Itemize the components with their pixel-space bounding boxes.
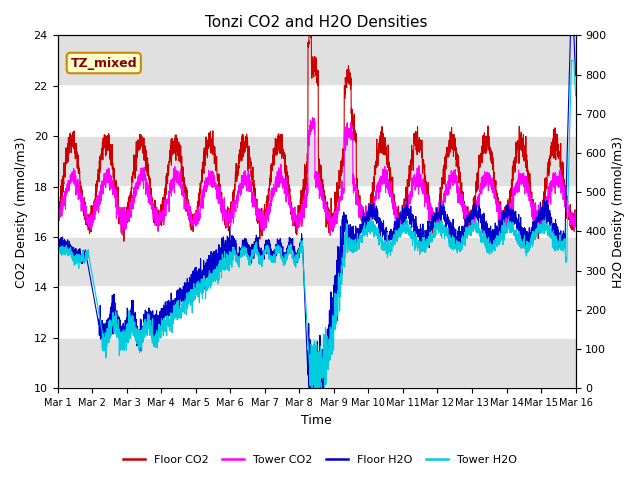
- Text: TZ_mixed: TZ_mixed: [70, 57, 137, 70]
- Y-axis label: CO2 Density (mmol/m3): CO2 Density (mmol/m3): [15, 136, 28, 288]
- Bar: [58, 338, 575, 388]
- Title: Tonzi CO2 and H2O Densities: Tonzi CO2 and H2O Densities: [205, 15, 428, 30]
- Legend: Floor CO2, Tower CO2, Floor H2O, Tower H2O: Floor CO2, Tower CO2, Floor H2O, Tower H…: [118, 451, 522, 469]
- X-axis label: Time: Time: [301, 414, 332, 427]
- Y-axis label: H2O Density (mmol/m3): H2O Density (mmol/m3): [612, 136, 625, 288]
- Bar: [58, 237, 575, 288]
- Bar: [58, 36, 575, 86]
- Bar: [58, 136, 575, 187]
